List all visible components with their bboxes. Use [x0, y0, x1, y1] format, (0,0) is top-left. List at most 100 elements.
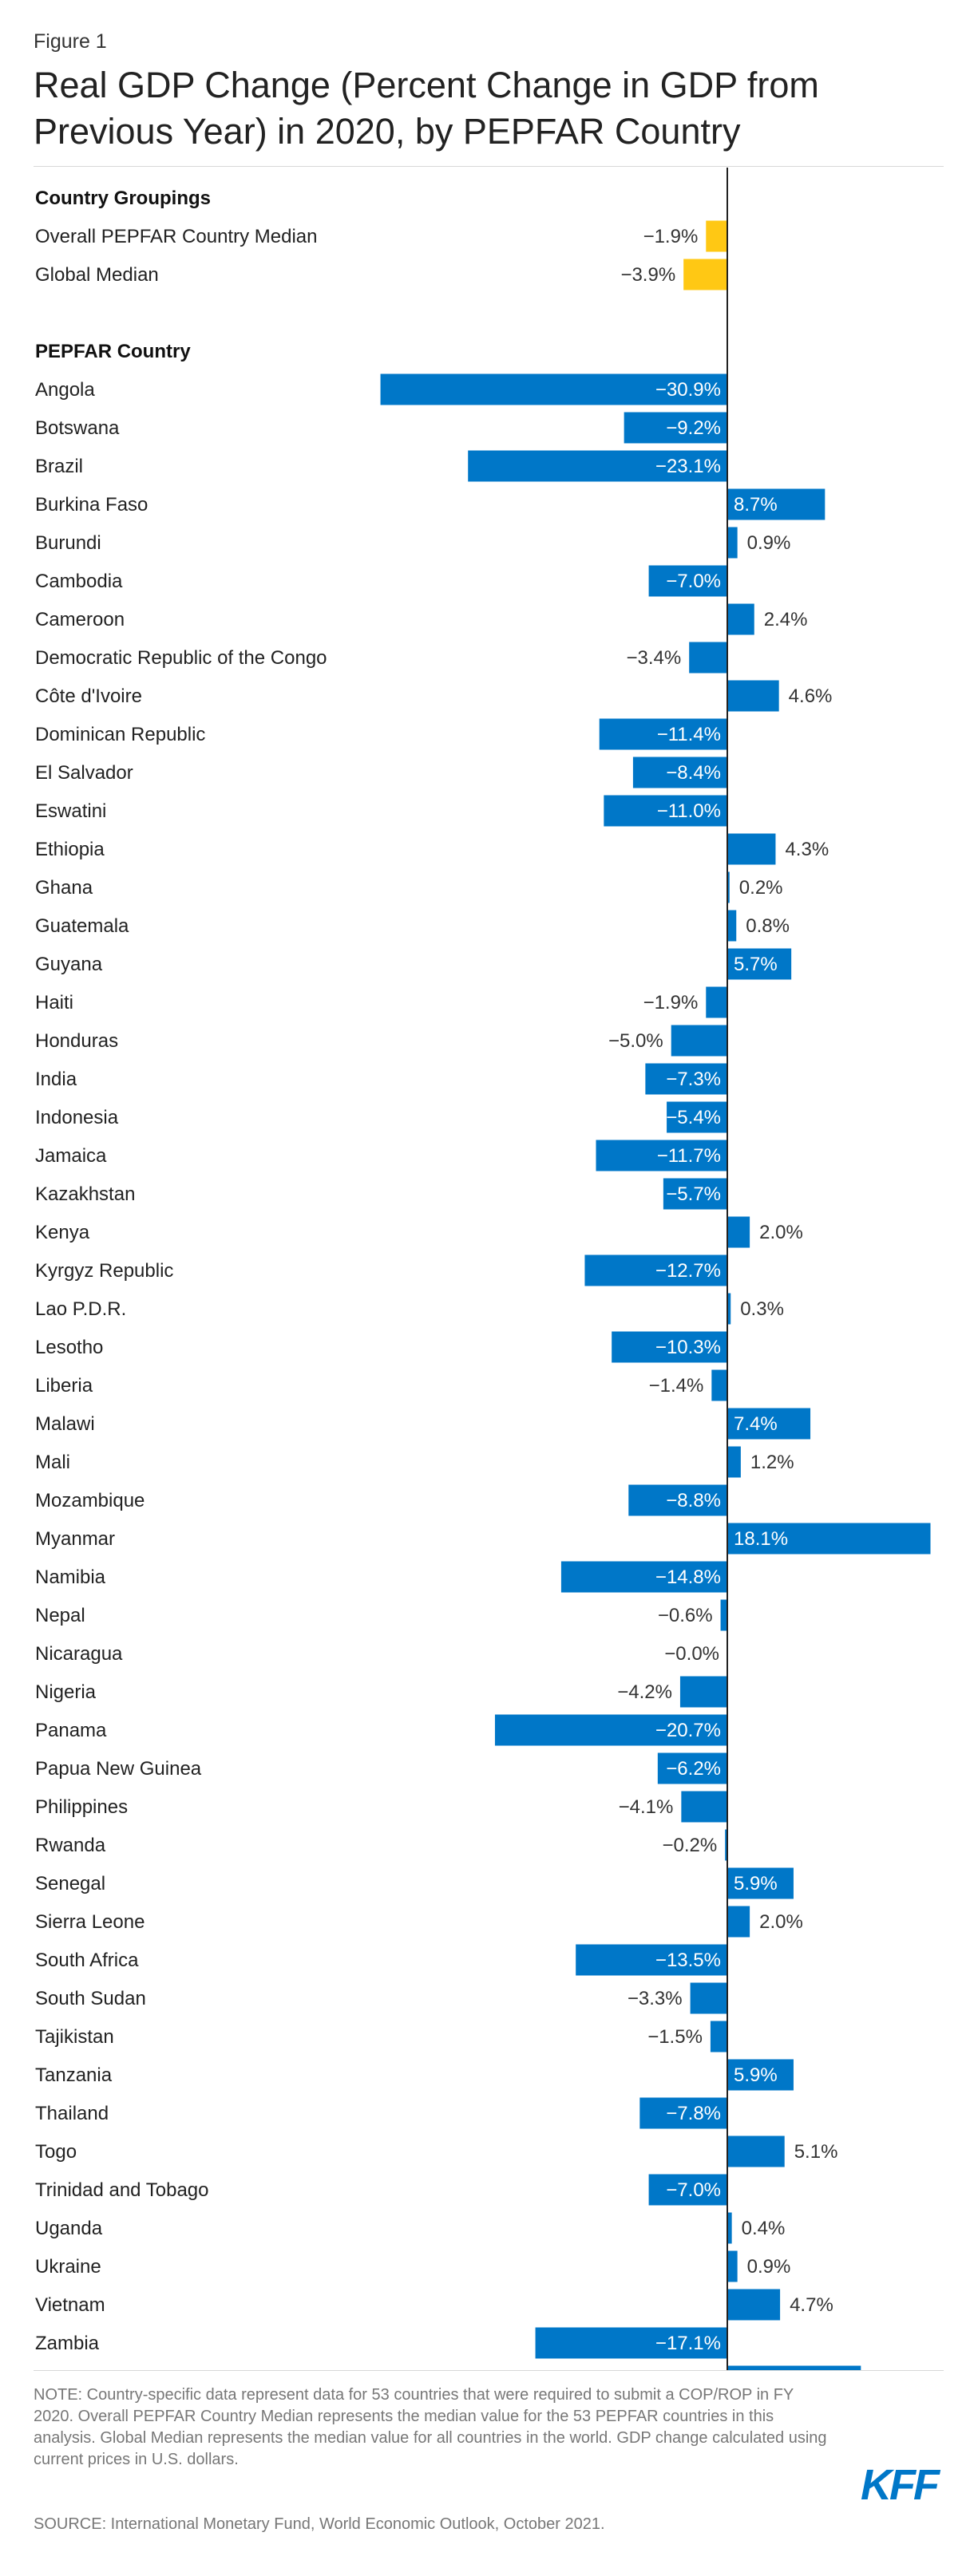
title-divider	[34, 166, 944, 167]
value-label-nigeria: −4.2%	[617, 1681, 672, 1703]
bar-c-te-d-ivoire	[727, 680, 779, 712]
bar-zimbabwe	[727, 2365, 861, 2370]
value-label-togo: 5.1%	[794, 2141, 838, 2163]
bar-burkina-faso	[727, 488, 826, 520]
label-panama: Panama	[35, 1720, 107, 1741]
chart-title: Real GDP Change (Percent Change in GDP f…	[34, 65, 819, 152]
value-label-tanzania: 5.9%	[734, 2064, 778, 2086]
bar-kenya	[727, 1216, 750, 1248]
value-label-lesotho: −10.3%	[655, 1337, 721, 1358]
label-papua-new-guinea: Papua New Guinea	[35, 1758, 202, 1780]
bar-lao-p-d-r	[727, 1293, 731, 1325]
label-democratic-republic-of-the-congo: Democratic Republic of the Congo	[35, 647, 327, 669]
bar-guyana	[727, 948, 792, 980]
bar-papua-new-guinea	[657, 1752, 727, 1784]
value-label-uganda: 0.4%	[742, 2218, 786, 2239]
bar-jamaica	[596, 1140, 727, 1171]
bar-guatemala	[727, 910, 737, 942]
value-label-malawi: 7.4%	[734, 1413, 778, 1435]
value-label-nicaragua: −0.0%	[664, 1643, 719, 1665]
value-label-honduras: −5.0%	[608, 1030, 663, 1052]
group-heading-pepfar-country: PEPFAR Country	[35, 341, 191, 362]
label-liberia: Liberia	[35, 1375, 93, 1397]
bar-myanmar	[727, 1523, 931, 1555]
label-tanzania: Tanzania	[35, 2064, 113, 2086]
label-namibia: Namibia	[35, 1567, 106, 1588]
value-label-burundi: 0.9%	[747, 532, 791, 554]
value-label-el-salvador: −8.4%	[666, 762, 721, 784]
bar-cambodia	[648, 565, 727, 597]
value-label-zambia: −17.1%	[655, 2333, 721, 2354]
bar-ukraine	[727, 2250, 738, 2282]
value-label-rwanda: −0.2%	[662, 1835, 717, 1856]
label-togo: Togo	[35, 2141, 77, 2163]
value-label-trinidad-and-tobago: −7.0%	[666, 2179, 721, 2201]
bar-burundi	[727, 527, 738, 559]
label-ukraine: Ukraine	[35, 2256, 101, 2278]
bar-dominican-republic	[599, 718, 727, 750]
value-label-panama: −20.7%	[655, 1720, 721, 1741]
label-brazil: Brazil	[35, 456, 83, 477]
value-label-namibia: −14.8%	[655, 1567, 721, 1588]
bar-cameroon	[727, 603, 754, 635]
bar-botswana	[624, 412, 727, 444]
label-indonesia: Indonesia	[35, 1107, 119, 1128]
bar-namibia	[560, 1561, 727, 1593]
label-ghana: Ghana	[35, 877, 93, 899]
label-uganda: Uganda	[35, 2218, 103, 2239]
value-label-haiti: −1.9%	[643, 992, 699, 1013]
label-nepal: Nepal	[35, 1605, 85, 1626]
label-south-sudan: South Sudan	[35, 1988, 146, 2009]
value-label-senegal: 5.9%	[734, 1873, 778, 1894]
bar-thailand	[639, 2097, 727, 2129]
bar-indonesia	[667, 1101, 727, 1133]
value-label-brazil: −23.1%	[655, 456, 721, 477]
value-label-kyrgyz-republic: −12.7%	[655, 1260, 721, 1282]
label-philippines: Philippines	[35, 1796, 128, 1818]
value-label-cameroon: 2.4%	[764, 609, 808, 630]
bar-overall-pepfar-country-median	[706, 220, 727, 252]
label-global-median: Global Median	[35, 264, 159, 286]
label-jamaica: Jamaica	[35, 1145, 107, 1167]
bar-mali	[727, 1446, 741, 1478]
value-label-dominican-republic: −11.4%	[657, 724, 721, 745]
label-vietnam: Vietnam	[35, 2294, 105, 2316]
bar-nepal	[720, 1599, 727, 1631]
group-heading-country-groupings: Country Groupings	[35, 188, 211, 209]
label-malawi: Malawi	[35, 1413, 95, 1435]
bar-liberia	[711, 1369, 727, 1401]
label-thailand: Thailand	[35, 2103, 109, 2124]
value-label-guyana: 5.7%	[734, 954, 778, 975]
footer-divider	[34, 2370, 944, 2371]
bar-india	[645, 1063, 727, 1095]
value-label-lao-p-d-r: 0.3%	[740, 1298, 784, 1320]
label-lesotho: Lesotho	[35, 1337, 103, 1358]
label-senegal: Senegal	[35, 1873, 105, 1894]
value-label-global-median: −3.9%	[620, 264, 675, 286]
label-kyrgyz-republic: Kyrgyz Republic	[35, 1260, 173, 1282]
bar-lesotho	[612, 1331, 727, 1363]
label-botswana: Botswana	[35, 417, 120, 439]
label-cambodia: Cambodia	[35, 571, 123, 592]
value-label-mozambique: −8.8%	[666, 1490, 721, 1511]
label-guatemala: Guatemala	[35, 915, 129, 937]
label-burundi: Burundi	[35, 532, 101, 554]
bar-kyrgyz-republic	[584, 1254, 727, 1286]
label-tajikistan: Tajikistan	[35, 2026, 114, 2048]
value-label-angola: −30.9%	[655, 379, 721, 401]
value-label-thailand: −7.8%	[666, 2103, 721, 2124]
label-guyana: Guyana	[35, 954, 103, 975]
label-mali: Mali	[35, 1452, 70, 1473]
value-label-botswana: −9.2%	[666, 417, 721, 439]
bar-el-salvador	[632, 757, 727, 788]
value-label-papua-new-guinea: −6.2%	[666, 1758, 721, 1780]
label-south-africa: South Africa	[35, 1950, 139, 1971]
bar-brazil	[468, 450, 727, 482]
bar-south-sudan	[690, 1982, 727, 2014]
bar-mozambique	[628, 1484, 727, 1516]
value-label-mali: 1.2%	[750, 1452, 794, 1473]
bar-honduras	[671, 1025, 727, 1057]
value-label-myanmar: 18.1%	[734, 1528, 788, 1550]
label-trinidad-and-tobago: Trinidad and Tobago	[35, 2179, 209, 2201]
value-label-ukraine: 0.9%	[747, 2256, 791, 2278]
